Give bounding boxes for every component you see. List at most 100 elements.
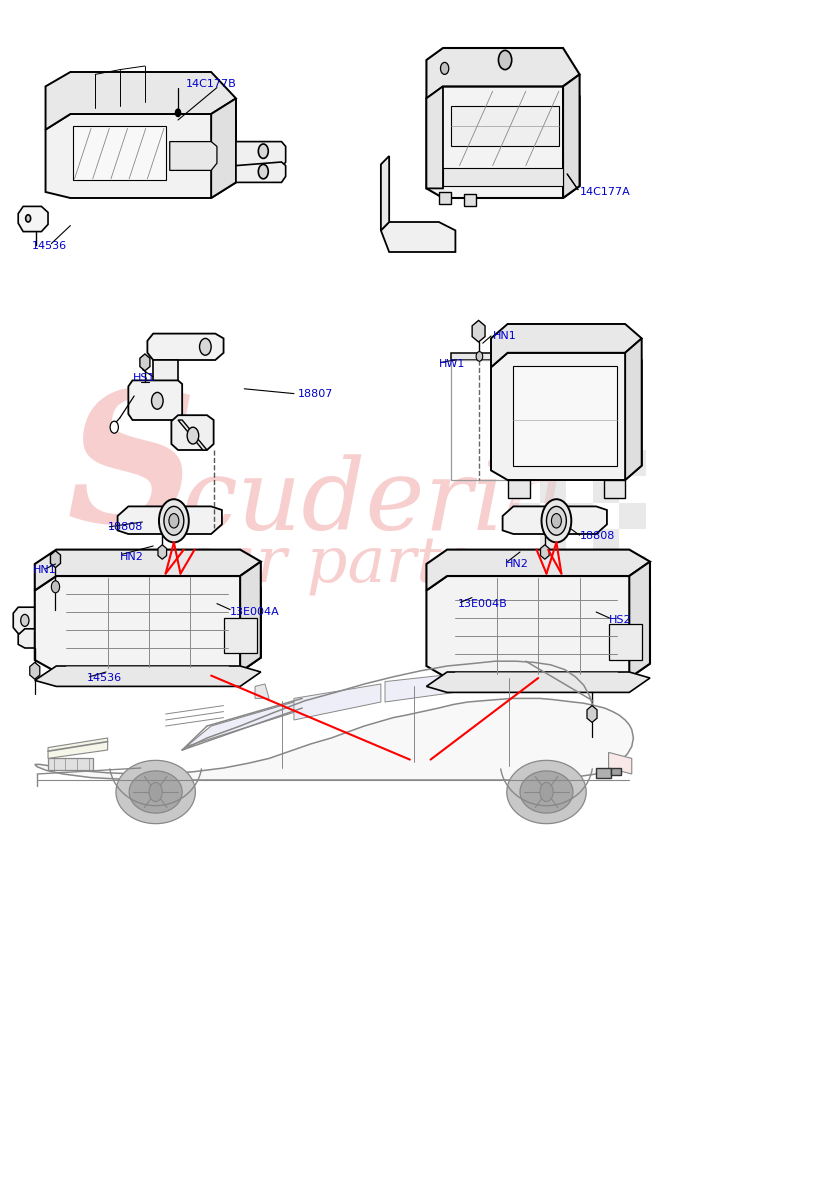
Circle shape xyxy=(175,109,180,116)
Polygon shape xyxy=(147,334,223,360)
Text: HN2: HN2 xyxy=(120,552,144,562)
Bar xyxy=(513,503,539,529)
Polygon shape xyxy=(129,770,182,814)
Polygon shape xyxy=(48,758,93,770)
Polygon shape xyxy=(608,752,631,774)
Text: 13E004A: 13E004A xyxy=(230,607,280,617)
Polygon shape xyxy=(35,576,261,672)
Polygon shape xyxy=(490,324,641,367)
Bar xyxy=(566,556,592,582)
Text: HS1: HS1 xyxy=(132,373,155,383)
Bar xyxy=(566,450,592,476)
Circle shape xyxy=(21,614,29,626)
Bar xyxy=(619,529,645,556)
Polygon shape xyxy=(426,48,579,98)
Circle shape xyxy=(199,338,211,355)
Text: cuderia: cuderia xyxy=(182,456,564,551)
Bar xyxy=(513,450,539,476)
Polygon shape xyxy=(380,156,389,230)
Polygon shape xyxy=(608,624,641,660)
Text: 13E004B: 13E004B xyxy=(457,599,507,608)
Circle shape xyxy=(541,499,571,542)
Text: HN1: HN1 xyxy=(33,565,57,575)
Polygon shape xyxy=(153,360,178,384)
Polygon shape xyxy=(426,672,649,692)
Text: 14C177B: 14C177B xyxy=(186,79,237,89)
Bar xyxy=(539,529,566,556)
Polygon shape xyxy=(171,415,213,450)
Polygon shape xyxy=(624,338,641,480)
Circle shape xyxy=(169,514,179,528)
Polygon shape xyxy=(30,662,40,679)
Polygon shape xyxy=(426,86,579,198)
Bar xyxy=(592,556,619,582)
Text: HN2: HN2 xyxy=(504,559,528,569)
Polygon shape xyxy=(610,768,620,775)
Polygon shape xyxy=(35,666,261,686)
Polygon shape xyxy=(236,142,285,168)
Bar xyxy=(539,450,566,476)
Circle shape xyxy=(551,514,561,528)
Polygon shape xyxy=(513,366,616,466)
Circle shape xyxy=(51,581,60,593)
Circle shape xyxy=(476,352,482,361)
Polygon shape xyxy=(451,353,507,360)
Text: HS2: HS2 xyxy=(608,616,630,625)
Polygon shape xyxy=(128,380,182,420)
Polygon shape xyxy=(519,770,572,814)
Polygon shape xyxy=(471,320,485,342)
Circle shape xyxy=(151,392,163,409)
Circle shape xyxy=(187,427,198,444)
Bar xyxy=(566,476,592,503)
Circle shape xyxy=(164,506,184,535)
Bar xyxy=(619,476,645,503)
Polygon shape xyxy=(476,662,529,690)
Polygon shape xyxy=(438,192,451,204)
Polygon shape xyxy=(380,222,455,252)
Polygon shape xyxy=(178,420,207,450)
Bar xyxy=(619,556,645,582)
Text: HN1: HN1 xyxy=(492,331,516,341)
Polygon shape xyxy=(604,480,624,498)
Polygon shape xyxy=(506,761,586,823)
Polygon shape xyxy=(451,106,558,146)
Text: 14C177A: 14C177A xyxy=(579,187,629,197)
Polygon shape xyxy=(18,206,48,232)
Text: S: S xyxy=(66,384,196,560)
Bar xyxy=(566,529,592,556)
Bar xyxy=(539,556,566,582)
Polygon shape xyxy=(490,353,641,480)
Circle shape xyxy=(149,782,162,802)
Polygon shape xyxy=(595,768,610,778)
Bar xyxy=(619,503,645,529)
Polygon shape xyxy=(507,480,529,498)
Text: 14536: 14536 xyxy=(87,673,122,683)
Polygon shape xyxy=(35,698,633,780)
Polygon shape xyxy=(502,506,606,534)
Bar xyxy=(592,476,619,503)
Polygon shape xyxy=(48,738,108,758)
Circle shape xyxy=(159,499,189,542)
Polygon shape xyxy=(255,684,269,698)
Text: 14536: 14536 xyxy=(31,241,66,251)
Polygon shape xyxy=(140,354,150,371)
Circle shape xyxy=(258,164,268,179)
Polygon shape xyxy=(426,550,649,590)
Polygon shape xyxy=(170,142,217,170)
Polygon shape xyxy=(629,562,649,678)
Bar xyxy=(513,529,539,556)
Bar xyxy=(539,476,566,503)
Bar xyxy=(592,450,619,476)
Polygon shape xyxy=(442,168,562,186)
Polygon shape xyxy=(18,629,55,648)
Polygon shape xyxy=(45,72,236,130)
Polygon shape xyxy=(562,74,579,198)
Polygon shape xyxy=(186,698,306,746)
Polygon shape xyxy=(73,126,165,180)
Circle shape xyxy=(546,506,566,535)
Bar xyxy=(619,450,645,476)
Polygon shape xyxy=(586,706,596,722)
Polygon shape xyxy=(45,114,236,198)
Polygon shape xyxy=(463,194,476,206)
Text: 18807: 18807 xyxy=(298,389,333,398)
